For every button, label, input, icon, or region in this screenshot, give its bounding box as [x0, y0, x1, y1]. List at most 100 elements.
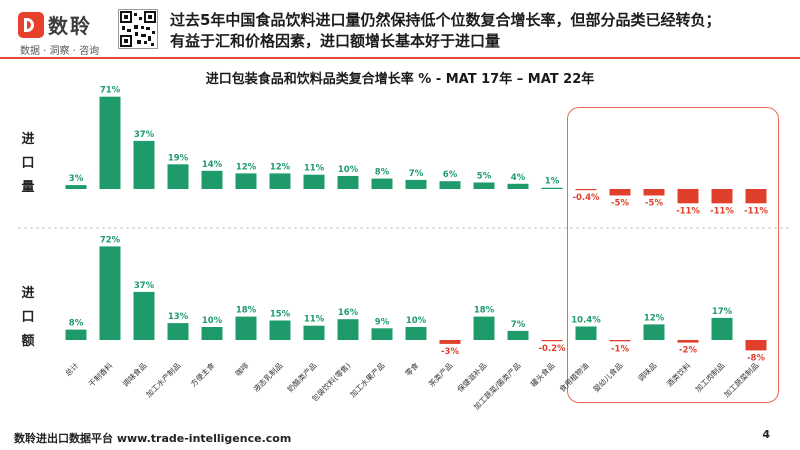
- value-bar-8: [337, 319, 359, 340]
- value-value-label-3: 13%: [168, 312, 189, 322]
- chart-title: 进口包装食品和饮料品类复合增长率 % - MAT 17年 – MAT 22年: [205, 72, 595, 87]
- category-label-10: 零食: [403, 360, 421, 378]
- category-label-2: 调味食品: [120, 360, 148, 388]
- headline-line-2: 有益于汇和价格因素，进口额增长基本好于进口量: [170, 32, 501, 50]
- value-bar-2: [133, 291, 155, 340]
- value-value-label-9: 9%: [375, 317, 390, 327]
- value-value-label-17: 12%: [644, 313, 665, 323]
- header-divider: [0, 57, 800, 59]
- value-bar-19: [711, 317, 733, 340]
- value-bar-3: [167, 323, 189, 340]
- value-value-label-7: 11%: [304, 315, 325, 325]
- category-label-14: 罐头食品: [528, 360, 556, 388]
- qr-code-icon: [118, 9, 158, 49]
- value-bar-6: [269, 320, 291, 340]
- value-value-label-12: 18%: [474, 306, 495, 316]
- volume-value-label-11: 6%: [443, 170, 458, 180]
- volume-value-label-14: 1%: [545, 177, 560, 187]
- category-label-4: 方便主食: [188, 360, 217, 389]
- volume-value-label-4: 14%: [202, 160, 223, 170]
- volume-bar-1: [99, 96, 121, 189]
- volume-bar-0: [65, 185, 87, 189]
- value-value-label-20: -8%: [747, 353, 765, 363]
- volume-value-label-18: -11%: [676, 206, 700, 216]
- category-label-17: 调味品: [635, 360, 658, 383]
- category-label-15: 食用植物油: [557, 360, 591, 394]
- value-bar-10: [405, 327, 427, 340]
- panel-label-volume: 进口量: [20, 128, 36, 200]
- volume-value-label-13: 4%: [511, 173, 526, 183]
- value-bar-20: [745, 340, 767, 351]
- value-value-label-5: 18%: [236, 306, 257, 316]
- volume-value-label-9: 8%: [375, 168, 390, 178]
- value-value-label-14: -0.2%: [538, 344, 566, 354]
- value-bar-7: [303, 325, 325, 340]
- value-value-label-10: 10%: [406, 316, 427, 326]
- headline-line-1: 过去5年中国食品饮料进口量仍然保持低个位数复合增长率，但部分品类已经转负；: [170, 11, 721, 29]
- panel-label-value-char: 进: [21, 286, 35, 301]
- volume-value-label-16: -5%: [611, 199, 629, 209]
- value-value-label-15: 10.4%: [571, 315, 601, 325]
- volume-value-label-1: 71%: [100, 86, 121, 96]
- volume-bar-6: [269, 173, 291, 189]
- value-value-label-1: 72%: [100, 235, 121, 245]
- category-label-0: 总计: [63, 360, 81, 378]
- value-bar-14: [541, 340, 563, 342]
- volume-value-label-5: 12%: [236, 162, 257, 172]
- value-bar-18: [677, 340, 699, 343]
- category-label-1: 干制香料: [86, 360, 115, 389]
- category-label-3: 加工水产制品: [144, 360, 183, 399]
- volume-value-label-19: -11%: [710, 206, 734, 216]
- value-bar-4: [201, 327, 223, 340]
- value-bar-15: [575, 326, 597, 340]
- value-value-label-6: 15%: [270, 310, 291, 320]
- volume-bar-10: [405, 179, 427, 189]
- value-bar-13: [507, 330, 529, 340]
- volume-bar-9: [371, 178, 393, 189]
- volume-value-label-20: -11%: [744, 206, 768, 216]
- negative-growth-highlight-box: [567, 107, 779, 403]
- volume-value-label-12: 5%: [477, 172, 492, 182]
- volume-bar-19: [711, 189, 733, 204]
- value-value-label-4: 10%: [202, 316, 223, 326]
- value-bar-17: [643, 324, 665, 340]
- category-label-7: 奶酪类产品: [285, 360, 319, 394]
- volume-bar-11: [439, 181, 461, 189]
- volume-value-label-8: 10%: [338, 165, 359, 175]
- category-label-9: 加工水果产品: [348, 360, 387, 399]
- value-bar-12: [473, 316, 495, 340]
- volume-bar-7: [303, 174, 325, 189]
- volume-bar-17: [643, 189, 665, 196]
- panel-label-value: 进口额: [20, 282, 36, 354]
- volume-bar-20: [745, 189, 767, 204]
- page-headline: 过去5年中国食品饮料进口量仍然保持低个位数复合增长率，但部分品类已经转负； 有益…: [170, 10, 790, 52]
- value-bar-0: [65, 329, 87, 340]
- volume-value-label-10: 7%: [409, 169, 424, 179]
- volume-value-label-6: 12%: [270, 162, 291, 172]
- volume-bar-5: [235, 173, 257, 189]
- volume-bar-4: [201, 170, 223, 189]
- page-number: 4: [762, 428, 770, 441]
- volume-value-label-3: 19%: [168, 153, 189, 163]
- category-label-20: 加工蔬菜制品: [722, 360, 761, 399]
- category-label-18: 酒类饮料: [664, 360, 693, 389]
- category-label-16: 婴幼儿食品: [591, 360, 625, 394]
- value-bar-9: [371, 328, 393, 340]
- volume-bar-13: [507, 183, 529, 189]
- value-value-label-11: -3%: [441, 347, 459, 357]
- panel-label-value-char: 额: [21, 334, 35, 349]
- value-value-label-16: -1%: [611, 344, 629, 354]
- volume-value-label-2: 37%: [134, 130, 155, 140]
- category-label-12: 保健滋补品: [455, 360, 489, 394]
- volume-value-label-0: 3%: [69, 174, 84, 184]
- volume-value-label-7: 11%: [304, 164, 325, 174]
- value-value-label-18: -2%: [679, 346, 697, 356]
- category-label-11: 茶类产品: [426, 360, 454, 388]
- category-label-5: 咖啡: [233, 360, 251, 378]
- category-label-19: 加工肉制品: [693, 360, 727, 394]
- panel-label-volume-char: 进: [21, 132, 35, 147]
- volume-value-label-15: -0.4%: [572, 193, 600, 203]
- value-value-label-8: 16%: [338, 308, 359, 318]
